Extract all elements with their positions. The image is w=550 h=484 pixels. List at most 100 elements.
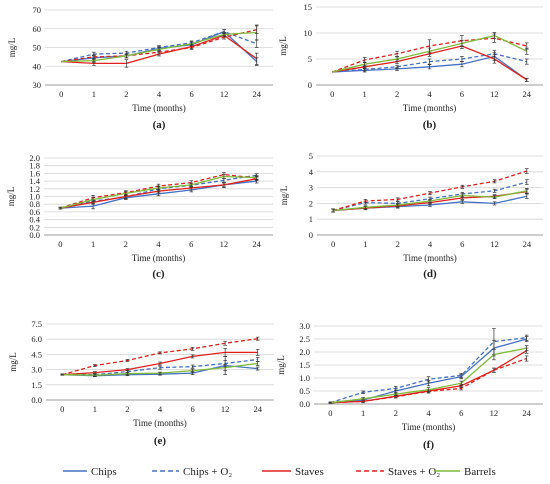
x-tick-label: 1	[92, 89, 96, 99]
y-tick-label: 6.0	[31, 334, 42, 344]
x-tick-label: 24	[523, 89, 532, 99]
x-tick-label: 6	[460, 239, 464, 249]
y-tick-label: 0.4	[29, 215, 40, 225]
series-line	[60, 361, 260, 377]
series-line	[331, 188, 529, 213]
y-tick-label: 3.0	[31, 365, 42, 375]
x-axis-label: Time (months)	[403, 103, 456, 113]
x-tick-label: 2	[125, 404, 129, 414]
y-tick-label: 1.2	[29, 184, 40, 194]
y-axis-label: mg/L	[276, 355, 286, 375]
y-tick-label: 1.0	[299, 373, 310, 383]
series-line	[332, 32, 529, 73]
legend-item: Chips	[63, 466, 117, 478]
y-tick-label: 1.0	[29, 192, 40, 202]
legend-label: Barrels	[464, 466, 496, 478]
x-tick-label: 24	[522, 408, 531, 418]
y-tick-label: 0.0	[299, 399, 310, 409]
x-tick-label: 6	[190, 404, 194, 414]
x-tick-label: 1	[361, 408, 365, 418]
y-tick-label: 0.2	[29, 222, 40, 232]
x-tick-label: 12	[490, 239, 499, 249]
x-tick-label: 1	[363, 239, 367, 249]
x-axis-label: Time (months)	[133, 418, 186, 428]
y-tick-label: 0.0	[31, 395, 42, 405]
y-tick-label: 1.8	[29, 161, 40, 171]
y-tick-label: 15	[304, 2, 313, 12]
y-tick-label: 2.0	[29, 153, 40, 163]
y-tick-label: 1	[309, 214, 313, 224]
y-tick-label: 2	[309, 198, 313, 208]
x-tick-label: 6	[189, 89, 193, 99]
x-tick-label: 24	[523, 239, 532, 249]
y-axis-label: mg/L	[6, 187, 16, 207]
y-tick-label: 2.0	[299, 347, 310, 357]
chart-panel: 0.00.20.40.60.81.01.21.41.61.82.00 1 2 4 6 12…	[6, 153, 273, 280]
legend-label: Staves	[295, 466, 324, 478]
x-tick-label: 4	[426, 408, 431, 418]
y-tick-label: 50	[33, 43, 42, 53]
y-tick-label: 3	[309, 183, 313, 193]
y-tick-label: 0	[308, 80, 312, 90]
y-axis-label: mg/L	[7, 38, 17, 58]
series-line	[332, 43, 529, 82]
x-tick-label: 24	[252, 89, 261, 99]
y-tick-label: 30	[33, 80, 42, 90]
series-line	[328, 347, 529, 404]
x-tick-label: 12	[220, 89, 229, 99]
y-tick-label: 0.8	[29, 199, 40, 209]
legend-item: Chips + O₂	[152, 466, 232, 478]
x-tick-label: 0	[328, 408, 332, 418]
x-tick-label: 1	[91, 239, 95, 249]
series-path	[330, 347, 527, 404]
x-tick-label: 24	[252, 239, 261, 249]
legend-item: Barrels	[434, 466, 496, 478]
x-tick-label: 1	[93, 404, 97, 414]
legend-label: Chips	[91, 466, 117, 478]
series-line	[60, 336, 260, 376]
y-tick-label: 5	[308, 54, 312, 64]
x-tick-label: 2	[396, 239, 400, 249]
y-tick-label: 1.5	[31, 380, 42, 390]
x-axis-label: Time (months)	[403, 253, 456, 263]
panel-label: (b)	[423, 119, 437, 131]
y-tick-label: 4	[309, 167, 314, 177]
x-tick-label: 2	[395, 89, 399, 99]
x-tick-label: 0	[330, 89, 334, 99]
y-tick-label: 3.0	[299, 321, 310, 331]
x-tick-label: 24	[253, 404, 262, 414]
x-tick-label: 2	[124, 89, 128, 99]
y-axis-label: mg/L	[278, 36, 288, 56]
series-line	[58, 174, 259, 210]
legend-label: Chips + O₂	[183, 466, 232, 478]
x-tick-label: 0	[331, 239, 335, 249]
y-tick-label: 70	[33, 5, 42, 15]
x-tick-label: 4	[428, 239, 433, 249]
y-tick-label: 7.5	[31, 319, 42, 329]
x-axis-label: Time (months)	[132, 253, 185, 263]
x-tick-label: 0	[60, 404, 64, 414]
x-tick-label: 12	[221, 404, 230, 414]
x-tick-label: 6	[189, 239, 193, 249]
y-tick-label: 0	[309, 230, 313, 240]
x-tick-label: 6	[460, 89, 464, 99]
y-axis-label: mg/L	[279, 186, 289, 206]
y-tick-label: 0.6	[29, 207, 40, 217]
legend-item: Staves + O₂	[356, 466, 440, 478]
x-tick-label: 0	[59, 89, 63, 99]
x-tick-label: 12	[490, 89, 499, 99]
x-tick-label: 4	[157, 89, 162, 99]
y-axis-label: mg/L	[8, 352, 18, 372]
x-tick-label: 2	[124, 239, 128, 249]
x-tick-label: 2	[394, 408, 398, 418]
legend-label: Staves + O₂	[388, 466, 440, 478]
legend-item: Staves	[262, 466, 324, 478]
x-tick-label: 1	[363, 89, 367, 99]
series-line	[61, 24, 259, 63]
